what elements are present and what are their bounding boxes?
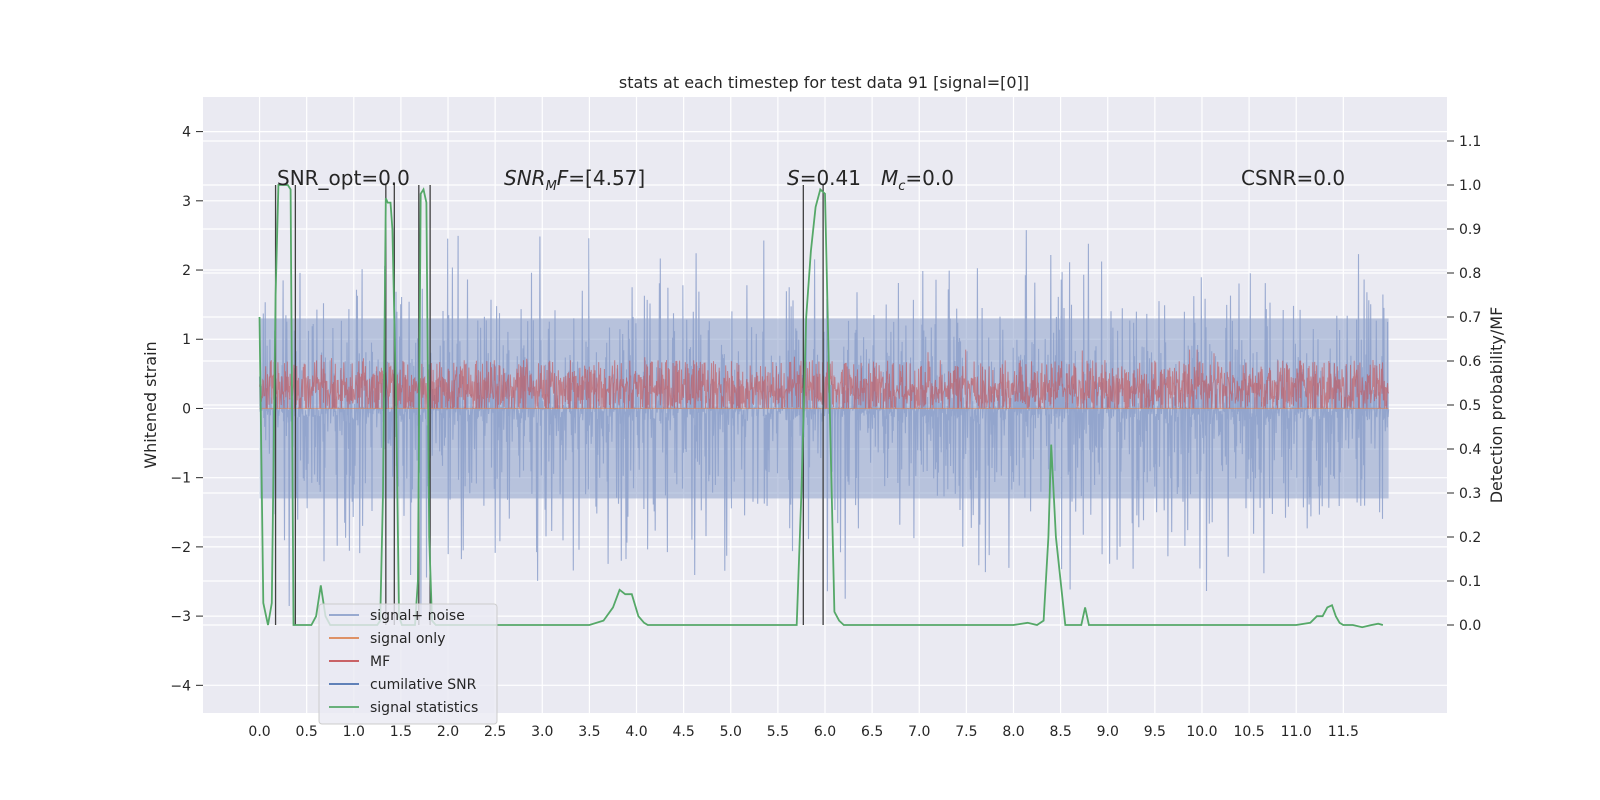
- x-tick-label: 5.0: [720, 724, 742, 740]
- annotation-s: S=0.41: [787, 166, 861, 190]
- x-tick-label: 1.5: [390, 724, 412, 740]
- annotation-snr-opt: SNR_opt=0.0: [277, 166, 410, 190]
- y-tick-label: 2: [182, 263, 191, 279]
- legend-entry: cumilative SNR: [370, 677, 477, 693]
- x-tick-label: 4.5: [673, 724, 695, 740]
- y-tick-label: 3: [182, 194, 191, 210]
- x-tick-label: 2.0: [437, 724, 459, 740]
- annotation-csnr: CSNR=0.0: [1241, 166, 1345, 190]
- x-tick-label: 0.5: [296, 724, 318, 740]
- y-tick-label: −1: [170, 471, 191, 487]
- legend-box: [318, 603, 498, 725]
- y-tick-label: 4: [182, 125, 191, 141]
- y-tick-label: 0: [182, 401, 191, 417]
- right-y-axis-label: Detection probability/MF: [1487, 307, 1506, 504]
- right-tick-label: 0.6: [1459, 354, 1481, 370]
- chart-title: stats at each timestep for test data 91 …: [619, 73, 1029, 92]
- x-tick-label: 0.0: [248, 724, 270, 740]
- x-tick-label: 9.5: [1144, 724, 1166, 740]
- x-tick-label: 3.0: [531, 724, 553, 740]
- x-tick-label: 8.0: [1002, 724, 1024, 740]
- right-y-axis: 1.1 1.0 0.9 0.8 0.7 0.6 0.5 0.4 0.3 0.2 0.1 0.0: [1447, 134, 1481, 634]
- right-tick-label: 0.1: [1459, 574, 1481, 590]
- right-tick-label: 0.4: [1459, 442, 1481, 458]
- x-tick-label: 6.5: [861, 724, 883, 740]
- legend-entry: signal only: [370, 631, 445, 647]
- x-tick-label: 7.0: [908, 724, 930, 740]
- y-axis-label: Whitened strain: [141, 341, 160, 468]
- x-tick-label: 3.5: [578, 724, 600, 740]
- right-tick-label: 1.0: [1459, 178, 1481, 194]
- x-axis: 0.0 0.5 1.0 1.5 2.0 2.5 3.0 3.5 4.0 4.5 5.0 5.5 6.0 6…: [248, 724, 1359, 740]
- x-tick-label: 10.5: [1234, 724, 1265, 740]
- x-tick-label: 11.5: [1328, 724, 1359, 740]
- left-y-axis: 4 3 2 1 0 −1 −2 −3 −4: [170, 125, 203, 694]
- x-tick-label: 1.0: [343, 724, 365, 740]
- legend: signal+ noise signal only MF cumilative SNR…: [318, 603, 498, 725]
- x-tick-label: 9.0: [1097, 724, 1119, 740]
- x-tick-label: 8.5: [1049, 724, 1071, 740]
- right-tick-label: 0.0: [1459, 618, 1481, 634]
- right-tick-label: 0.3: [1459, 486, 1481, 502]
- right-tick-label: 1.1: [1459, 134, 1481, 150]
- y-tick-label: −2: [170, 540, 191, 556]
- x-tick-label: 11.0: [1281, 724, 1312, 740]
- y-tick-label: −3: [170, 609, 191, 625]
- y-tick-label: 1: [182, 332, 191, 348]
- legend-entry: MF: [370, 654, 390, 670]
- annotation-mc: Mc=0.0: [881, 166, 954, 194]
- right-tick-label: 0.7: [1459, 310, 1481, 326]
- x-tick-label: 5.5: [767, 724, 789, 740]
- annotation-snr-mf: SNRMF=[4.57]: [504, 166, 645, 194]
- right-tick-label: 0.8: [1459, 266, 1481, 282]
- right-tick-label: 0.5: [1459, 398, 1481, 414]
- legend-entry: signal statistics: [370, 700, 478, 716]
- x-tick-label: 6.0: [814, 724, 836, 740]
- x-tick-label: 2.5: [484, 724, 506, 740]
- legend-entry: signal+ noise: [370, 608, 465, 624]
- x-tick-label: 4.0: [625, 724, 647, 740]
- x-tick-label: 7.5: [955, 724, 977, 740]
- x-tick-label: 10.0: [1186, 724, 1217, 740]
- right-tick-label: 0.9: [1459, 222, 1481, 238]
- y-tick-label: −4: [170, 678, 191, 694]
- right-tick-label: 0.2: [1459, 530, 1481, 546]
